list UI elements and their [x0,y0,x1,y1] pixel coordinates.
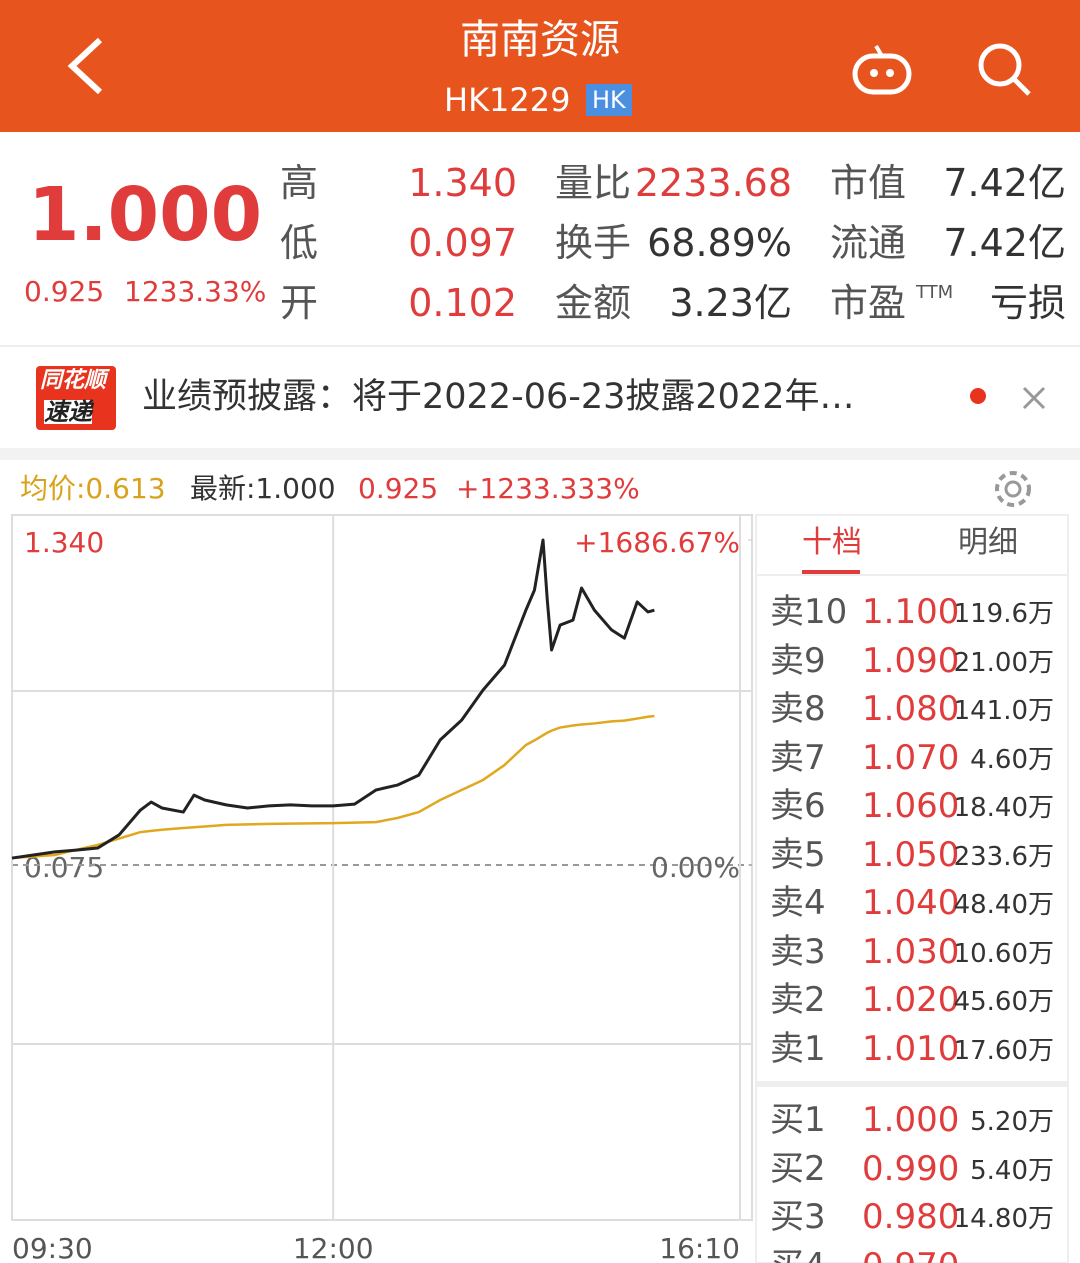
stat-label: 金额 [555,281,632,325]
stock-code: HK1229 [444,81,571,119]
book-volume: 17.60万 [953,1035,1054,1066]
chart-change-pct: +1233.333% [456,472,640,505]
book-price: 1.030 [862,931,960,972]
order-book-frame [755,514,1069,1263]
y2-tick-label: +1686.67% [574,526,740,559]
stat-label: 市盈 [830,281,907,325]
series-line [11,538,655,860]
stat-label: 换手 [555,221,632,265]
book-price: 1.060 [862,786,960,826]
book-label: 卖1 [770,1028,826,1069]
book-label: 买2 [770,1148,826,1189]
stat-value: 68.89% [647,221,792,265]
unread-dot [970,388,986,404]
back-button[interactable] [60,36,110,96]
chart-frame [11,514,753,1221]
book-price: 0.990 [862,1148,960,1189]
series-line [11,714,655,860]
stat-value: 0.097 [408,221,517,265]
stat-label-sup: TTM [916,282,954,303]
separator [0,448,1080,460]
book-price: 1.050 [862,834,960,875]
stat-label: 高 [280,161,319,205]
avg-price: 均价:0.613 [20,472,166,505]
notice-badge-top: 同花顺 [40,368,107,393]
divider [0,345,1080,347]
tab: 十档 [802,525,862,560]
book-price: 0.970 [862,1249,959,1263]
book-price: 1.090 [862,640,960,681]
settings-button[interactable] [990,466,1036,512]
stat-value: 1.340 [408,161,517,205]
stat-value: 3.23亿 [669,281,792,325]
book-label: 买3 [770,1197,826,1237]
book-volume: 21.00万 [953,647,1054,678]
stat-label: 流通 [830,221,907,265]
stat-label: 量比 [555,161,632,205]
y-tick-label: 1.340 [24,526,104,559]
notice-badge-bottom: 速递 [44,398,92,426]
book-volume: 4.60万 [970,744,1054,775]
book-label: 卖4 [770,883,826,923]
book-volume: 119.6万 [953,599,1054,629]
book-label: 买4 [770,1249,826,1263]
book-volume: 10.60万 [953,938,1054,969]
title: 南南资源 [460,17,620,63]
book-price: 1.040 [862,883,960,923]
stat-value: 7.42亿 [943,221,1066,265]
stat-label: 开 [280,281,319,325]
book-volume: 48.40万 [953,890,1054,920]
book-label: 卖2 [770,980,826,1020]
book-volume: 141.0万 [953,696,1054,726]
stat-label: 市值 [830,161,907,205]
book-volume: 233.6万 [953,841,1054,872]
tab: 明细 [958,525,1018,560]
y2-tick-label: 0.00% [651,851,740,884]
book-price: 1.080 [862,689,960,729]
book-label: 卖8 [770,689,826,729]
book-price: 1.000 [862,1100,960,1140]
book-volume: 5.40万 [970,1155,1054,1186]
stat-value: 亏损 [989,281,1066,325]
robot-button[interactable] [850,44,914,96]
stat-value: 7.42亿 [943,161,1066,205]
close-button[interactable] [1022,386,1046,410]
book-price: 1.070 [862,737,960,778]
book-label: 卖5 [770,834,826,875]
book-volume: 18.40万 [953,793,1054,823]
price: 1.000 [28,172,263,258]
book-price: 1.010 [862,1028,960,1069]
stat-value: 0.102 [408,281,517,325]
book-label: 卖9 [770,640,826,681]
book-volume: 5.20万 [970,1107,1054,1137]
stat-value: 2233.68 [634,161,792,205]
book-price: 1.020 [862,980,960,1020]
stat-label: 低 [280,221,319,265]
book-label: 卖7 [770,737,826,778]
x-tick-label: 12:00 [293,1232,374,1263]
book-label: 卖3 [770,931,826,972]
book-price: 0.980 [862,1197,960,1237]
header [0,0,1080,132]
change-pct: 1233.33% [124,275,267,308]
notice-text[interactable]: 业绩预披露：将于2022-06-23披露2022年… [142,377,855,417]
market-badge: HK [586,84,632,116]
x-tick-label: 09:30 [12,1232,93,1263]
book-price: 1.100 [862,592,960,632]
x-tick-label: 16:10 [659,1232,740,1263]
change: 0.925 [24,275,105,308]
book-label: 买1 [770,1100,826,1140]
chart-change: 0.925 [358,472,439,505]
book-volume: 45.60万 [953,987,1054,1017]
search-button[interactable] [975,40,1035,100]
book-label: 卖6 [770,786,826,826]
latest-price: 最新:1.000 [190,472,336,505]
book-label: 卖10 [770,592,848,632]
book-volume: 14.80万 [953,1204,1054,1234]
